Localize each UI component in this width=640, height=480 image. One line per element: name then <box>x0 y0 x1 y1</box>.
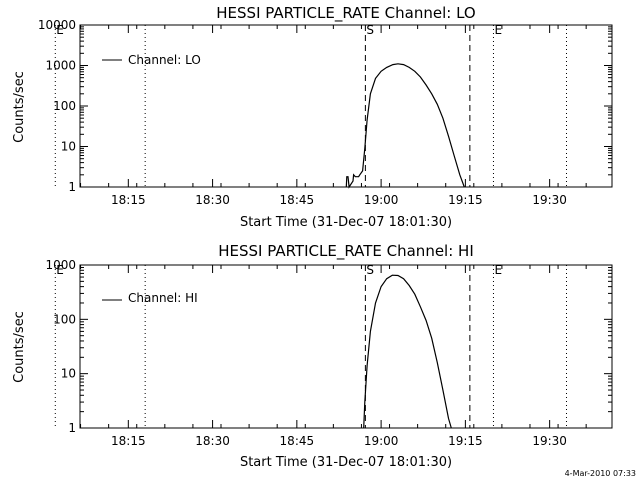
x-tick-label-hi: 18:30 <box>195 434 230 448</box>
plot-frame-hi <box>79 264 613 429</box>
y-tick-label-lo: 10 <box>61 140 76 154</box>
x-tick-label-hi: 19:00 <box>364 434 399 448</box>
y-tick-label-hi: 1000 <box>45 258 76 272</box>
y-tick-label-lo: 1000 <box>45 59 76 73</box>
event-marker-label-hi: E <box>56 263 64 277</box>
x-tick-label-lo: 18:15 <box>111 193 146 207</box>
event-marker-label-hi: S <box>366 263 374 277</box>
event-marker-label-lo: S <box>366 23 374 37</box>
series-line-hi <box>363 274 452 429</box>
y-axis-label-hi: Counts/sec <box>12 311 27 383</box>
x-tick-label-hi: 18:15 <box>111 434 146 448</box>
series-line-lo <box>345 63 465 189</box>
x-axis-label-lo: Start Time (31-Dec-07 18:01:30) <box>240 215 452 230</box>
legend-label-lo: Channel: LO <box>128 53 201 67</box>
legend-label-hi: Channel: HI <box>128 291 198 305</box>
plot-frame-lo <box>79 24 613 188</box>
y-tick-label-hi: 100 <box>53 312 76 326</box>
x-tick-label-lo: 18:45 <box>280 193 315 207</box>
x-tick-label-lo: 19:30 <box>532 193 567 207</box>
hi-channel-panel: HESSI PARTICLE_RATE Channel: HI Start Ti… <box>12 242 613 470</box>
x-tick-label-lo: 19:00 <box>364 193 399 207</box>
x-axis-label-hi: Start Time (31-Dec-07 18:01:30) <box>240 455 452 470</box>
y-tick-label-lo: 1 <box>68 180 76 194</box>
chart-title-lo: HESSI PARTICLE_RATE Channel: LO <box>216 4 475 23</box>
generation-timestamp: 4-Mar-2010 07:33 <box>565 469 636 478</box>
x-tick-label-lo: 19:15 <box>448 193 483 207</box>
x-tick-label-hi: 19:15 <box>448 434 483 448</box>
x-tick-label-hi: 19:30 <box>532 434 567 448</box>
event-marker-label-hi: E <box>494 263 502 277</box>
lo-channel-panel: HESSI PARTICLE_RATE Channel: LO Start Ti… <box>12 4 613 230</box>
chart-title-hi: HESSI PARTICLE_RATE Channel: HI <box>218 242 474 261</box>
y-axis-label-lo: Counts/sec <box>12 71 27 143</box>
event-marker-label-lo: E <box>494 23 502 37</box>
y-tick-label-lo: 100 <box>53 99 76 113</box>
y-tick-label-hi: 10 <box>61 367 76 381</box>
event-marker-label-lo: E <box>56 23 64 37</box>
x-tick-label-lo: 18:30 <box>195 193 230 207</box>
y-tick-label-lo: 10000 <box>38 18 76 32</box>
y-tick-label-hi: 1 <box>68 421 76 435</box>
x-tick-label-hi: 18:45 <box>280 434 315 448</box>
